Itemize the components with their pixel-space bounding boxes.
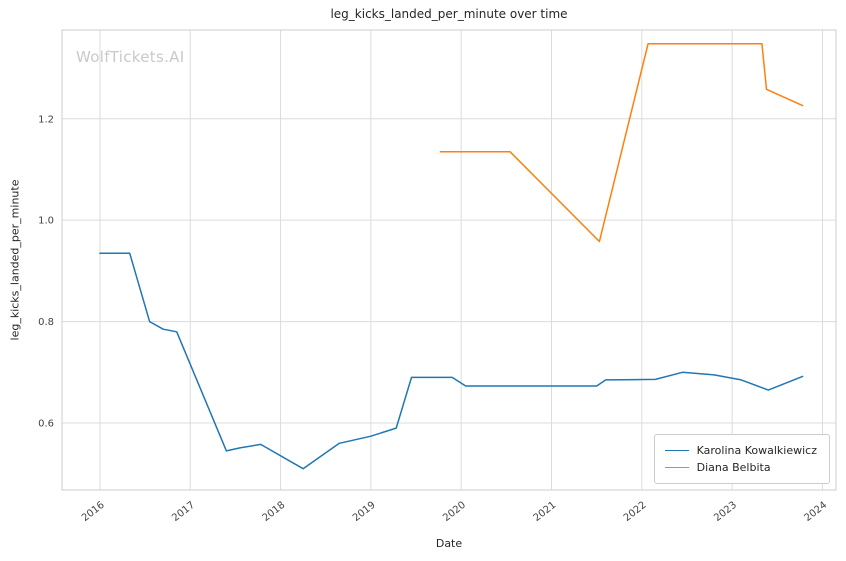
y-tick-label: 1.2 [38,114,54,125]
x-tick-label: 2018 [261,500,288,524]
x-tick-label: 2022 [622,500,649,524]
x-tick-label: 2020 [441,500,468,524]
plot-frame [61,29,837,491]
legend-label-diana: Diana Belbita [696,461,771,474]
legend-item-diana: Diana Belbita [664,459,817,476]
y-tick-label: 0.6 [38,419,54,430]
legend-swatch-diana [664,467,689,468]
watermark: WolfTickets.AI [76,48,185,66]
x-tick-label: 2017 [170,500,197,524]
series-line-1 [439,42,804,243]
x-tick-label: 2023 [712,500,739,524]
chart-title: leg_kicks_landed_per_minute over time [330,7,568,21]
x-tick-label: 2019 [351,500,378,524]
x-tick-label: 2024 [802,500,829,524]
legend: Karolina Kowalkiewicz Diana Belbita [653,434,830,484]
x-tick-label: 2021 [532,500,559,524]
y-tick-label: 0.8 [38,317,54,328]
legend-label-karolina: Karolina Kowalkiewicz [696,444,817,457]
x-axis-label: Date [435,537,463,550]
x-tick-label: 2016 [80,500,107,524]
y-tick-label: 1.0 [38,216,54,227]
legend-swatch-karolina [664,450,689,451]
series-line-0 [99,252,804,470]
legend-item-karolina: Karolina Kowalkiewicz [664,442,817,459]
